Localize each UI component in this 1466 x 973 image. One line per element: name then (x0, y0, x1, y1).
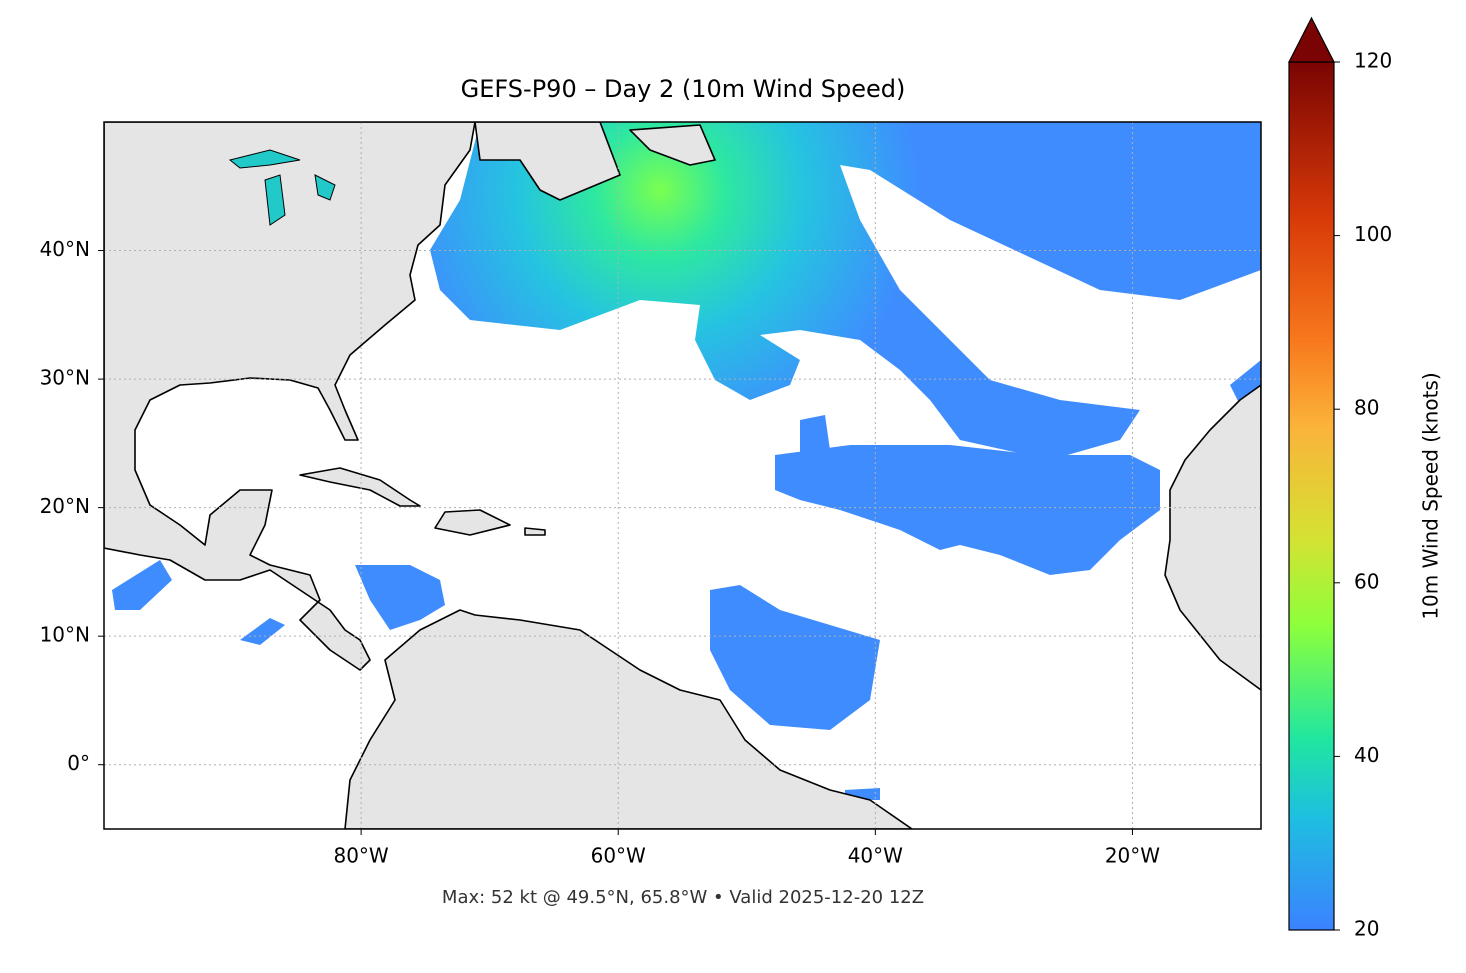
colorbar-tick-label: 120 (1354, 49, 1392, 73)
wind-region (240, 618, 285, 645)
lon-tick-label: 20°W (1105, 844, 1160, 868)
lat-tick-label: 10°N (40, 623, 90, 647)
lake (314, 174, 336, 201)
land (104, 122, 1261, 829)
lon-tick-label: 60°W (591, 844, 646, 868)
footer: Max: 52 kt @ 49.5°N, 65.8°W • Valid 2025… (442, 887, 924, 908)
lon-tick-label: 80°W (333, 844, 388, 868)
colorbar-tick-label: 100 (1354, 222, 1392, 246)
lat-tick-label: 40°N (40, 237, 90, 261)
africa (1164, 384, 1261, 691)
lat-tick-label: 20°N (40, 494, 90, 518)
lake (228, 149, 301, 169)
colorbar-extend (1288, 16, 1335, 63)
north-america (104, 122, 476, 671)
lat-tick-label: 30°N (40, 366, 90, 390)
lat-tick-label: 0° (67, 751, 90, 775)
lake (264, 174, 286, 226)
hispaniola (434, 509, 511, 536)
colorbar-tick-label: 80 (1354, 396, 1379, 420)
cuba (299, 467, 421, 507)
puerto-rico (524, 527, 546, 536)
wind-region (800, 415, 830, 455)
wind-field (112, 122, 1261, 800)
south-america (344, 609, 913, 829)
newfoundland (629, 124, 716, 166)
colorbar-tick-label: 40 (1354, 743, 1379, 767)
map-frame (103, 121, 1262, 830)
lon-tick-label: 40°W (848, 844, 903, 868)
wind-region (775, 445, 1160, 575)
maritimes (474, 122, 621, 201)
wind-region (355, 565, 445, 630)
colorbar-tick-label: 20 (1354, 917, 1379, 941)
colorbar-gradient (1288, 61, 1335, 931)
wind-region (430, 122, 1261, 460)
colorbar-tick-label: 60 (1354, 569, 1379, 593)
map-title: GEFS-P90 – Day 2 (10m Wind Speed) (461, 75, 906, 103)
colorbar-label: 10m Wind Speed (knots) (1419, 372, 1443, 619)
ticks: 80°W 60°W 40°W 20°W 0° 10°N 20°N 30°N 40°N (40, 237, 1161, 867)
colorbar: 10m Wind Speed (knots) 20 40 60 80 100 120 (1288, 16, 1443, 941)
map-area (104, 122, 1261, 829)
wind-region (112, 560, 172, 610)
wind-region (710, 585, 880, 730)
